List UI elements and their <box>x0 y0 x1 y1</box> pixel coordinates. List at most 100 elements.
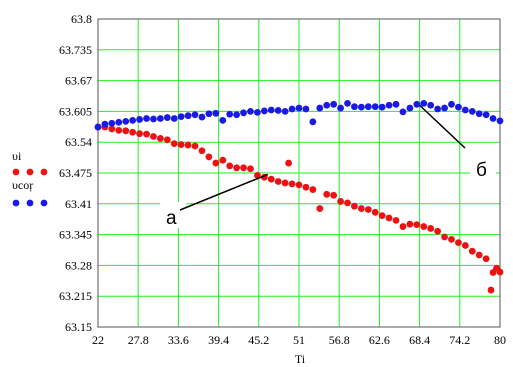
data-point <box>330 101 337 108</box>
data-point <box>365 206 372 213</box>
annotations: aб <box>160 105 496 229</box>
data-point <box>323 191 330 198</box>
data-point <box>337 105 344 112</box>
data-point <box>268 176 275 183</box>
legend-dot <box>13 169 20 176</box>
data-point <box>268 107 275 114</box>
data-point <box>233 164 240 171</box>
data-point <box>289 180 296 187</box>
x-tick-label: 68.4 <box>409 333 430 347</box>
data-point <box>441 105 448 112</box>
legend-dot <box>27 200 34 207</box>
data-point <box>488 287 495 294</box>
x-tick-label: 74.2 <box>449 333 470 347</box>
y-tick-label: 63.41 <box>65 197 92 211</box>
data-point <box>316 205 323 212</box>
data-point <box>205 110 212 117</box>
data-point <box>358 205 365 212</box>
data-point <box>330 192 337 199</box>
data-point <box>219 157 226 164</box>
data-point <box>427 225 434 232</box>
x-tick-label: 22 <box>92 333 104 347</box>
data-point <box>309 118 316 125</box>
legend-dot <box>13 200 20 207</box>
data-point <box>448 236 455 243</box>
data-point <box>240 109 247 116</box>
data-point <box>441 234 448 241</box>
data-point <box>115 127 122 134</box>
y-tick-label: 63.15 <box>65 320 92 334</box>
data-point <box>115 119 122 126</box>
data-point <box>483 111 490 118</box>
data-point <box>282 180 289 187</box>
data-point <box>219 117 226 124</box>
data-point <box>289 106 296 113</box>
data-point <box>413 101 420 108</box>
data-point <box>226 111 233 118</box>
data-point <box>386 215 393 222</box>
data-point <box>303 106 310 113</box>
data-point <box>247 165 254 172</box>
y-tick-label: 63.605 <box>59 104 92 118</box>
annotation-a-label: a <box>166 208 177 229</box>
legend-label-blue: υcoŗ <box>12 178 33 192</box>
data-point <box>420 100 427 107</box>
data-point <box>462 242 469 249</box>
y-tick-label: 63.54 <box>65 135 92 149</box>
data-point <box>365 103 372 110</box>
data-point <box>448 101 455 108</box>
data-point <box>351 203 358 210</box>
data-point <box>212 110 219 117</box>
data-point <box>379 212 386 219</box>
data-point <box>476 252 483 259</box>
x-tick-label: 51 <box>293 333 305 347</box>
data-point <box>143 115 150 122</box>
x-tick-label: 80 <box>494 333 506 347</box>
data-point <box>476 110 483 117</box>
data-point <box>455 104 462 111</box>
data-point <box>337 198 344 205</box>
x-tick-label: 56.8 <box>329 333 350 347</box>
y-tick-label: 63.215 <box>59 289 92 303</box>
data-point <box>393 101 400 108</box>
data-point <box>296 105 303 112</box>
data-point <box>309 186 316 193</box>
data-point <box>344 199 351 206</box>
data-point <box>247 108 254 115</box>
x-tick-label: 62.6 <box>369 333 390 347</box>
data-point <box>490 115 497 122</box>
data-point <box>178 113 185 120</box>
data-point <box>129 117 136 124</box>
data-point <box>358 104 365 111</box>
data-point <box>427 102 434 109</box>
data-point <box>372 103 379 110</box>
data-point <box>420 223 427 230</box>
y-tick-label: 63.28 <box>65 258 92 272</box>
y-tick-label: 63.475 <box>59 166 92 180</box>
data-point <box>351 103 358 110</box>
data-point <box>122 118 129 125</box>
x-axis-label: Ti <box>295 352 306 366</box>
data-point <box>393 217 400 224</box>
data-point <box>261 108 268 115</box>
data-point <box>462 107 469 114</box>
data-point <box>406 105 413 112</box>
legend-label-red: υi <box>12 149 22 163</box>
x-tick-label: 27.8 <box>128 333 149 347</box>
legend-dot <box>41 200 48 207</box>
data-point <box>296 181 303 188</box>
data-point <box>303 184 310 191</box>
data-point <box>164 114 171 121</box>
data-point <box>400 108 407 115</box>
data-point <box>497 269 504 276</box>
data-point <box>157 135 164 142</box>
y-axis-ticks: 63.15 63.215 63.28 63.345 63.41 63.475 63.54 63… <box>59 12 92 334</box>
data-point <box>102 121 109 128</box>
data-point <box>199 147 206 154</box>
data-point <box>178 141 185 148</box>
x-tick-label: 33.6 <box>168 333 189 347</box>
data-point <box>316 105 323 112</box>
data-point <box>143 131 150 138</box>
data-point <box>129 129 136 136</box>
